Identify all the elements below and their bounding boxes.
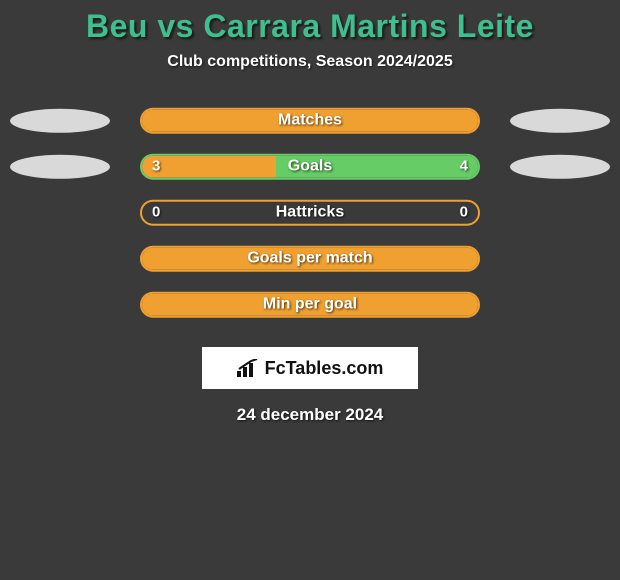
bar-segment-right	[276, 156, 478, 178]
date-text: 24 december 2024	[0, 405, 620, 425]
side-ellipse-left	[10, 109, 110, 133]
stats-container: MatchesGoals34Hattricks00Goals per match…	[0, 99, 620, 329]
page-title: Beu vs Carrara Martins Leite	[0, 0, 620, 45]
stat-bar	[140, 292, 480, 318]
side-ellipse-right	[510, 155, 610, 179]
logo-text: FcTables.com	[265, 358, 384, 379]
stat-bar	[140, 108, 480, 134]
bar-segment-left	[142, 248, 478, 270]
bar-segment-left	[142, 294, 478, 316]
stat-row: Goals34	[0, 145, 620, 191]
subtitle: Club competitions, Season 2024/2025	[0, 53, 620, 71]
stat-bar	[140, 246, 480, 272]
stat-row: Min per goal	[0, 283, 620, 329]
bar-segment-left	[142, 110, 478, 132]
stat-bar	[140, 154, 480, 180]
stat-row: Hattricks00	[0, 191, 620, 237]
bar-segment-left	[142, 156, 276, 178]
side-ellipse-right	[510, 109, 610, 133]
logo-chart-icon	[237, 359, 259, 377]
stat-row: Goals per match	[0, 237, 620, 283]
logo-box: FcTables.com	[202, 347, 418, 389]
stat-row: Matches	[0, 99, 620, 145]
side-ellipse-left	[10, 155, 110, 179]
stat-bar	[140, 200, 480, 226]
